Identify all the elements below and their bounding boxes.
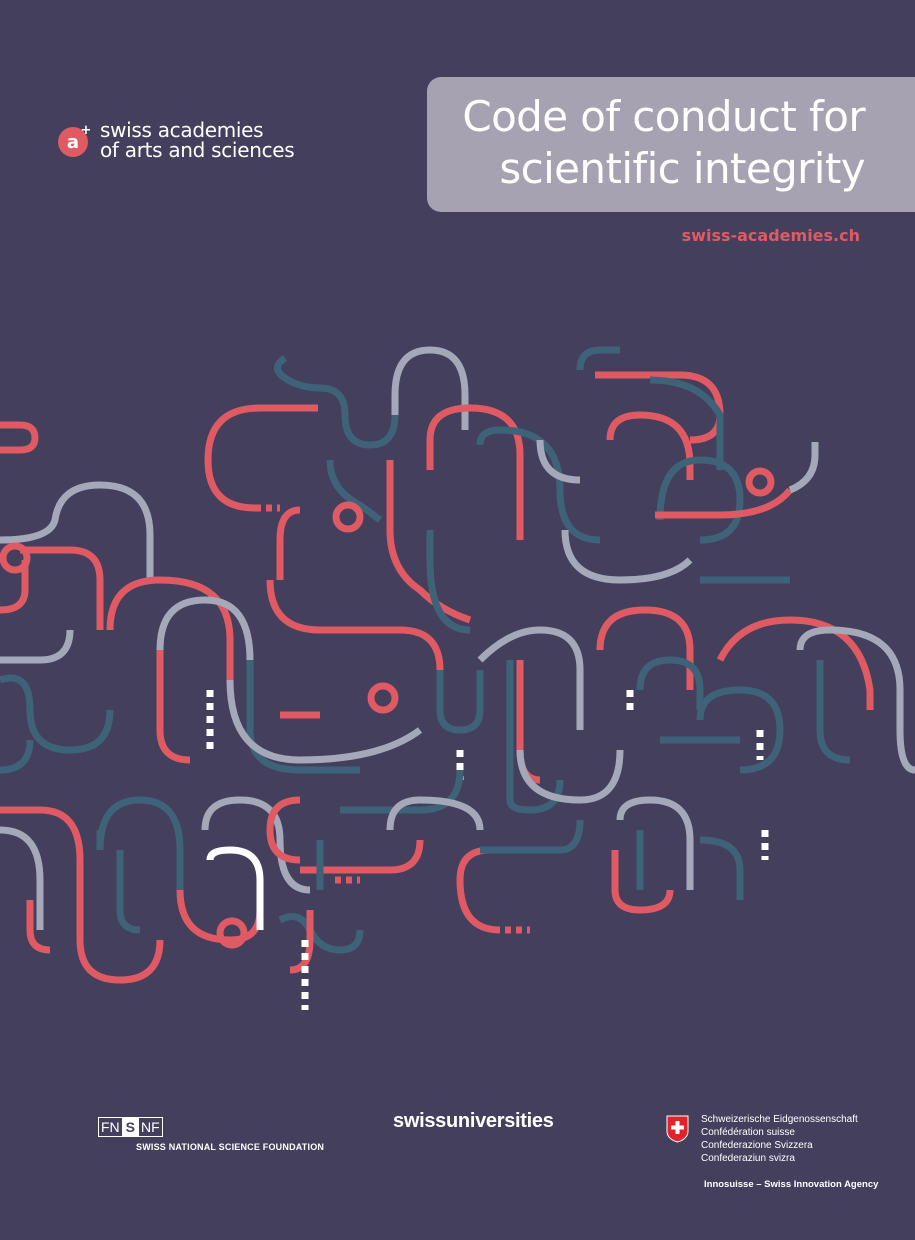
snf-s: S xyxy=(122,1117,139,1137)
academies-logo-icon: a + xyxy=(58,123,92,157)
logo-line-1: swiss academies xyxy=(100,118,264,142)
snf-fn: FN xyxy=(98,1117,123,1137)
confed-line-de: Schweizerische Eidgenossenschaft xyxy=(701,1114,858,1125)
confed-line-fr: Confédération suisse xyxy=(701,1127,795,1138)
confed-line-rm: Confederaziun svizra xyxy=(701,1153,795,1164)
academies-logo: a + swiss academies of arts and sciences xyxy=(58,118,295,162)
academies-logo-text: swiss academies of arts and sciences xyxy=(100,118,295,162)
snf-logo-mark: FN S NF xyxy=(98,1117,324,1137)
svg-text:+: + xyxy=(81,123,92,138)
swissuniversities-logo: swissuniversities xyxy=(393,1110,554,1132)
swiss-confederation-logo: Schweizerische Eidgenossenschaft Confédé… xyxy=(666,1113,858,1165)
innosuisse-label: Innosuisse – Swiss Innovation Agency xyxy=(704,1179,879,1190)
swiss-shield-icon xyxy=(666,1115,689,1143)
title-line-1: Code of conduct for xyxy=(462,92,865,141)
title-box: Code of conduct for scientific integrity xyxy=(427,77,915,212)
website-link[interactable]: swiss-academies.ch xyxy=(681,226,860,245)
snf-nf: NF xyxy=(138,1117,163,1137)
confed-line-it: Confederazione Svizzera xyxy=(701,1140,813,1151)
svg-text:a: a xyxy=(67,132,79,153)
logo-line-2: of arts and sciences xyxy=(100,138,295,162)
snf-name: SWISS NATIONAL SCIENCE FOUNDATION xyxy=(136,1142,325,1152)
decorative-line-artwork xyxy=(0,346,915,1010)
snf-logo: FN S NF SWISS NATIONAL SCIENCE FOUNDATIO… xyxy=(98,1117,324,1152)
title-line-2: scientific integrity xyxy=(499,144,865,193)
confederation-text: Schweizerische Eidgenossenschaft Confédé… xyxy=(701,1113,858,1165)
